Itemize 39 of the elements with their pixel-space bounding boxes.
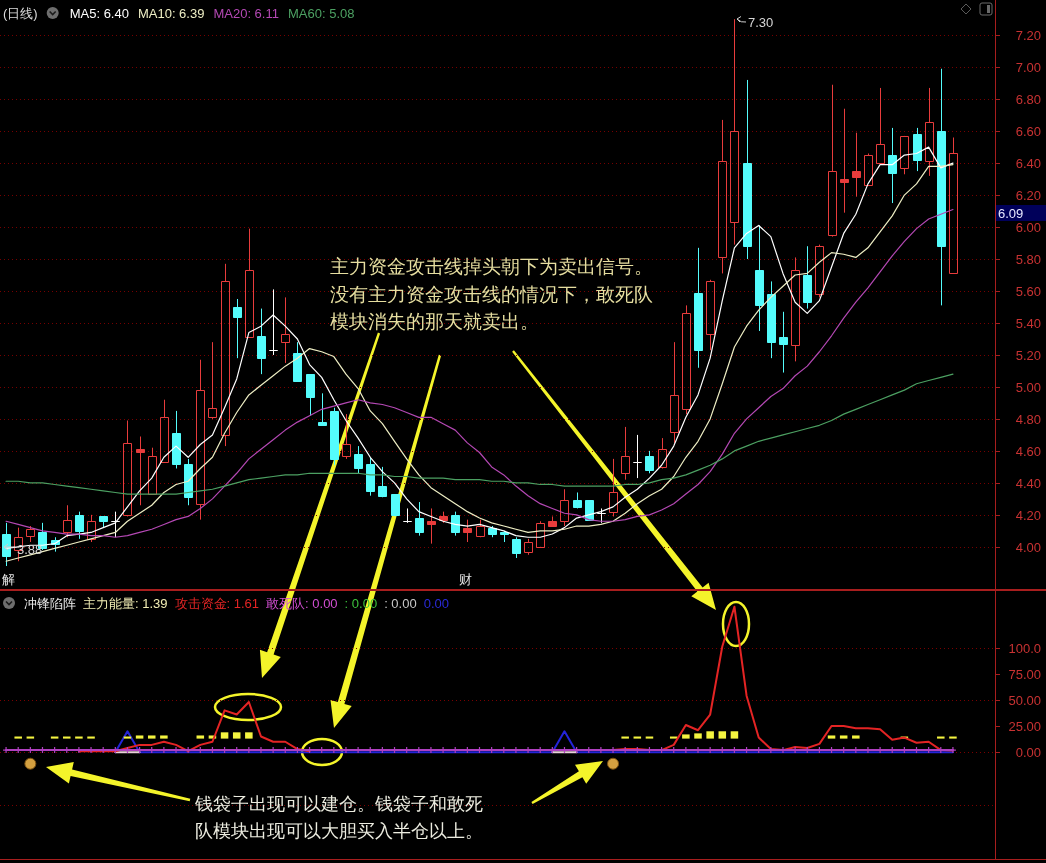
annotation: 主力资金攻击线掉头朝下为卖出信号。没有主力资金攻击线的情况下，敢死队模块消失的那天就卖出。	[330, 255, 653, 332]
text: 攻击资金: 1.61	[174, 595, 260, 611]
annotation: 0.00	[423, 595, 449, 611]
annotation: 解	[2, 571, 15, 587]
y-tick-label: 50.00	[1008, 693, 1041, 708]
y-tick-label: 75.00	[1008, 667, 1041, 682]
y-tick-label: 5.40	[1015, 316, 1041, 331]
text: MA60: 5.08	[287, 5, 355, 21]
y-tick-label: 5.60	[1015, 284, 1041, 299]
annotation: 钱袋子出现可以建仓。钱袋子和敢死队模块出现可以大胆买入半仓以上。	[194, 794, 483, 841]
y-tick-label: 5.00	[1015, 380, 1041, 395]
annotation: 主力能量: 1.39	[83, 595, 168, 611]
y-tick-label: 4.40	[1015, 476, 1041, 491]
annotation: 敢死队: 0.00	[266, 595, 338, 611]
annotation: : 0.00	[384, 595, 417, 611]
y-tick-label: 100.0	[1008, 641, 1041, 656]
y-tick-label: 4.60	[1015, 444, 1041, 459]
y-tick-label: 4.80	[1015, 412, 1041, 427]
y-tick-label: 4.20	[1015, 508, 1041, 523]
chart-title: 冲锋陷阵	[24, 595, 76, 611]
y-tick-label: 7.00	[1015, 60, 1041, 75]
y-tick-label: 4.00	[1015, 540, 1041, 555]
y-tick-label: 7.20	[1015, 28, 1041, 43]
text: MA10: 6.39	[137, 5, 205, 21]
annotation: 7.30	[748, 14, 774, 30]
y-tick-label: 25.00	[1008, 719, 1041, 734]
y-tick-label: 6.80	[1015, 92, 1041, 107]
y-tick-label: 6.60	[1015, 124, 1041, 139]
y-tick-label: 0.00	[1015, 745, 1041, 760]
text: 6.09	[998, 205, 1024, 221]
annotation: 财	[459, 571, 472, 587]
y-tick-label: 6.20	[1015, 188, 1041, 203]
y-tick-label: 6.40	[1015, 156, 1041, 171]
text: MA5: 6.40	[69, 5, 129, 21]
y-tick-label: 6.00	[1015, 220, 1041, 235]
y-tick-label: 5.80	[1015, 252, 1041, 267]
y-tick-label: 5.20	[1015, 348, 1041, 363]
chart-title: (日线)	[3, 5, 38, 21]
text: MA20: 6.11	[213, 5, 279, 21]
